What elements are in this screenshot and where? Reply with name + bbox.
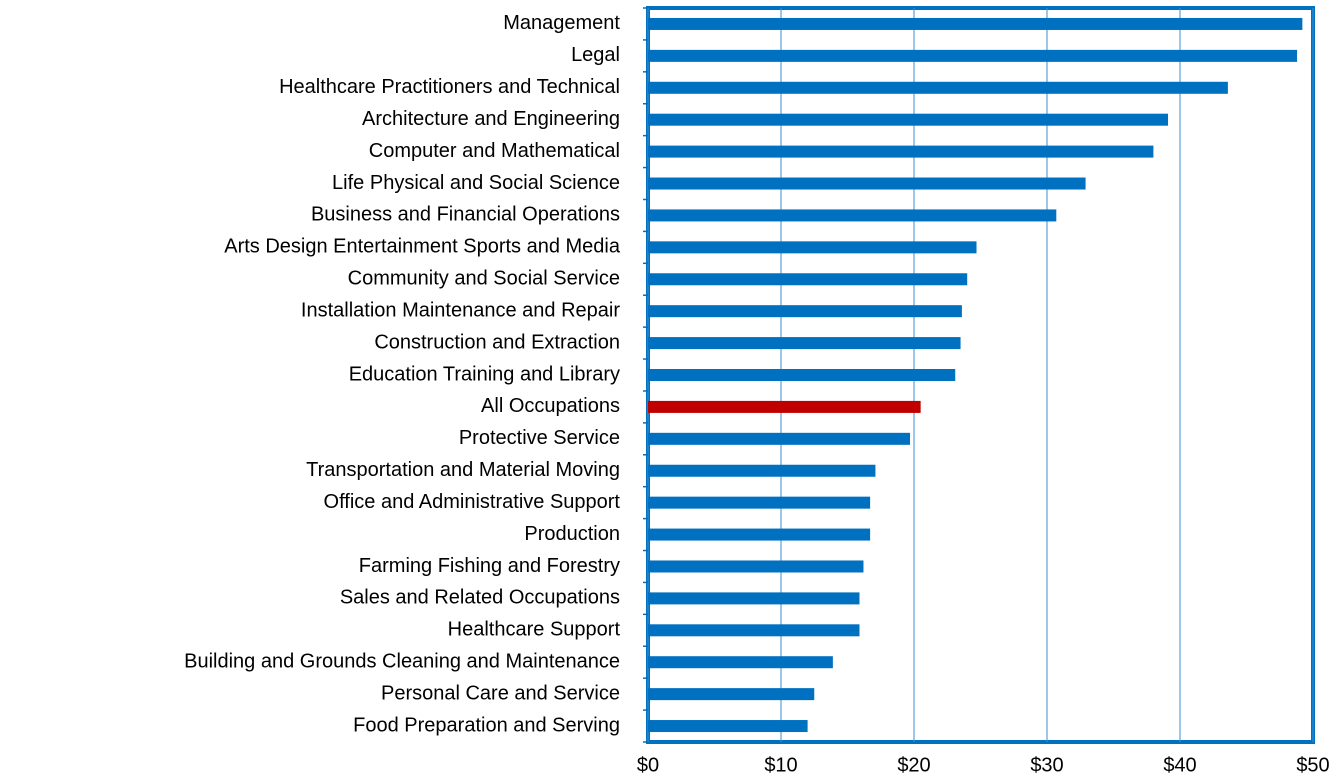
y-tick-label: Legal <box>571 44 620 66</box>
bar <box>648 113 1169 126</box>
y-tick-label: Business and Financial Operations <box>311 204 620 226</box>
bar <box>648 177 1086 190</box>
y-tick-label: Management <box>503 12 620 34</box>
bar <box>648 273 968 286</box>
y-tick-label: Production <box>524 523 620 545</box>
bar <box>648 656 833 669</box>
bar <box>648 17 1303 30</box>
y-tick-label: Computer and Mathematical <box>369 140 620 162</box>
bar <box>648 400 921 413</box>
bar <box>648 145 1154 158</box>
y-tick-label: Food Preparation and Serving <box>353 714 620 736</box>
bar <box>648 464 876 477</box>
bar <box>648 49 1298 62</box>
y-tick-label: Life Physical and Social Science <box>332 172 620 194</box>
y-tick-label: Transportation and Material Moving <box>306 459 620 481</box>
y-tick-label: Architecture and Engineering <box>362 108 620 130</box>
y-tick-label: Arts Design Entertainment Sports and Med… <box>224 236 621 258</box>
x-tick-label: $30 <box>1030 754 1063 776</box>
bar <box>648 560 864 573</box>
bar <box>648 592 860 605</box>
y-tick-label: Community and Social Service <box>348 268 620 290</box>
y-tick-label: Sales and Related Occupations <box>340 587 620 609</box>
x-tick-label: $40 <box>1163 754 1196 776</box>
bar <box>648 337 961 350</box>
x-tick-label: $0 <box>637 754 659 776</box>
x-tick-label: $50 <box>1296 754 1329 776</box>
bar <box>648 528 871 541</box>
y-tick-label: All Occupations <box>481 395 620 417</box>
y-tick-label: Farming Fishing and Forestry <box>359 555 620 577</box>
bar <box>648 369 956 381</box>
bar <box>648 241 977 254</box>
y-tick-label: Installation Maintenance and Repair <box>301 299 620 321</box>
bar <box>648 81 1228 94</box>
bar <box>648 688 815 701</box>
y-tick-label: Education Training and Library <box>349 363 620 385</box>
y-tick-label: Building and Grounds Cleaning and Mainte… <box>184 650 620 672</box>
bar <box>648 720 808 733</box>
bar <box>648 496 871 509</box>
y-tick-label: Office and Administrative Support <box>324 491 621 513</box>
y-tick-label: Healthcare Practitioners and Technical <box>279 76 620 98</box>
bar <box>648 209 1057 222</box>
bar <box>648 432 911 445</box>
x-tick-label: $20 <box>897 754 930 776</box>
bar <box>648 305 962 318</box>
y-tick-label: Personal Care and Service <box>381 682 620 704</box>
y-tick-label: Protective Service <box>459 427 620 449</box>
y-tick-label: Healthcare Support <box>448 619 621 641</box>
y-tick-label: Construction and Extraction <box>374 331 620 353</box>
bar <box>648 624 860 637</box>
x-tick-label: $10 <box>764 754 797 776</box>
